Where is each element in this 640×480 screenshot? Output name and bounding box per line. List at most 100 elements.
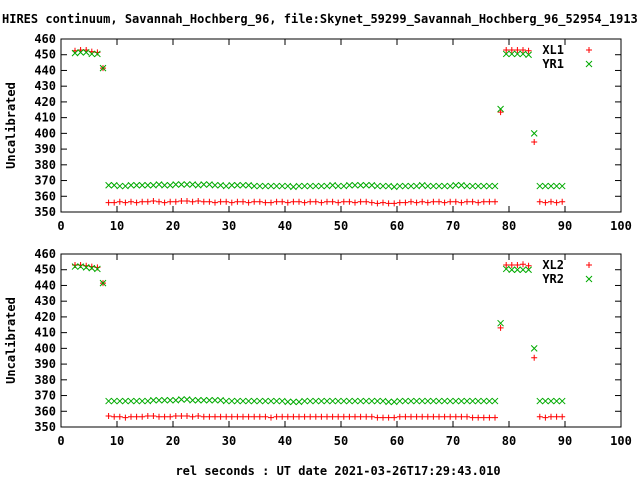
panel-2-xl2-point [335, 413, 342, 420]
panel-2-yr2-point [138, 397, 146, 405]
panel-2-xl2-point [492, 414, 498, 421]
panel-2-yr2-point [458, 397, 465, 405]
panel-1-yr1-point [105, 181, 112, 189]
panel-1-yr1-point [334, 182, 342, 190]
panel-2-yr2-point [374, 397, 381, 405]
panel-1-yr1-point [88, 50, 96, 58]
panel-2-xl2-point [503, 262, 510, 269]
panel-1-yr1-point [200, 181, 208, 188]
panel-1-xl1-point [251, 198, 258, 205]
panel-2-yr2-point [536, 397, 544, 405]
panel-1-y-tick-label: 450 [34, 48, 56, 62]
panel-1-yr1-point [228, 181, 236, 189]
panel-1-yr1-point [312, 182, 320, 190]
panel-2-xl2-point [413, 413, 420, 420]
panel-1-xl1-point [531, 139, 538, 146]
panel-2-yr2-point [357, 397, 364, 405]
panel-1-y-tick-label: 370 [34, 174, 56, 188]
panel-1-xl1-point [548, 198, 554, 205]
panel-2-yr2-point [486, 397, 493, 405]
panel-2-yr2-point [88, 264, 96, 272]
panel-2-yr2-point [396, 397, 404, 405]
panel-1-y-tick-label: 410 [34, 111, 56, 125]
panel-2-xl2-point [167, 413, 174, 420]
chart-title: HIRES continuum, Savannah_Hochberg_96, f… [2, 12, 640, 26]
panel-1-xl1-point [352, 199, 358, 206]
panel-2-yr2-point [166, 396, 174, 404]
panel-2-x-tick-label: 0 [57, 434, 64, 448]
panel-1-xl1-point [133, 199, 140, 206]
panel-1-yr1-point [446, 182, 454, 190]
panel-2-yr2-point [133, 397, 140, 405]
panel-1-yr1-point [474, 182, 482, 190]
panel-2-yr2-point [452, 397, 460, 405]
panel-1-xl1-point [475, 199, 482, 206]
panel-1-yr1-point [514, 50, 521, 58]
panel-1-yr1-point [390, 183, 398, 191]
panel-2-xl2-point [352, 413, 358, 420]
panel-2-yr2-point [127, 397, 135, 405]
panel-1-x-tick-label: 50 [334, 219, 348, 233]
panel-2-yr2-point [82, 264, 90, 271]
panel-2-yr2-point [351, 397, 359, 405]
panel-2-xl2-point [195, 412, 202, 419]
panel-1-yr1-point [413, 182, 420, 190]
x-axis-label: rel seconds : UT date 2021-03-26T17:29:4… [175, 464, 501, 478]
panel-2-xl2-point [206, 413, 213, 420]
panel-2-yr2-point [211, 396, 219, 404]
panel-2-yr2-point [99, 279, 107, 287]
panel-2-xl2-point [212, 413, 218, 420]
panel-2-xl2-point [161, 413, 168, 420]
panel-1-yr1-point [385, 182, 392, 190]
panel-2-yr2-point [525, 266, 532, 274]
panel-2-legend-marker [586, 262, 592, 268]
panel-2-xl2-point [290, 413, 297, 420]
panel-2-xl2-point [548, 413, 554, 420]
panel-1-xl1-point [150, 197, 157, 204]
panel-2-xl2-point [419, 413, 426, 420]
panel-1-yr1-point [256, 182, 264, 190]
panel-2-legend-label: XL2 [542, 258, 564, 272]
panel-2-yr2-point [424, 397, 432, 405]
panel-1-yr1-point [374, 182, 381, 190]
panel-1-yr1-point [206, 181, 213, 188]
panel-2-xl2-point [469, 414, 476, 421]
panel-2-xl2-point [357, 413, 364, 420]
panel-2-y-tick-label: 400 [34, 341, 56, 355]
panel-1-yr1-point [430, 182, 437, 190]
panel-1-yr1-point [262, 182, 269, 190]
panel-1-xl1-point [167, 198, 174, 205]
panel-2-x-tick-label: 80 [502, 434, 516, 448]
panel-1-yr1-point [273, 182, 280, 190]
panel-2-yr2-point [267, 397, 275, 405]
panel-1-y-tick-label: 380 [34, 158, 56, 172]
panel-2-yr2-point [312, 397, 320, 405]
panel-2-yr2-point [178, 396, 185, 403]
panel-1-yr1-point [323, 182, 331, 190]
panel-1-legend-marker [586, 47, 592, 53]
panel-1-xl1-point [430, 198, 437, 205]
panel-2-xl2-point [268, 414, 274, 421]
panel-2-yr2-point [407, 397, 415, 405]
panel-2-yr2-point [547, 397, 555, 405]
panel-2-yr2-point [558, 397, 566, 405]
panel-2-xl2-point [262, 413, 269, 420]
panel-2-yr2-point [189, 396, 196, 404]
panel-2-y-tick-label: 370 [34, 389, 56, 403]
panel-2-xl2-point [324, 413, 330, 420]
panel-2-xl2-point [150, 412, 157, 419]
panel-2-y-tick-label: 410 [34, 326, 56, 340]
panel-2-x-tick-label: 50 [334, 434, 348, 448]
panel-1-y-tick-label: 440 [34, 63, 56, 77]
panel-1-y-tick-label: 390 [34, 142, 56, 156]
panel-2-yr2-point [334, 397, 342, 405]
panel-1-xl1-point [402, 199, 409, 206]
panel-1-yr1-point [189, 181, 196, 188]
panel-1-xl1-point [122, 199, 129, 206]
panel-2-xl2-point [307, 413, 314, 420]
panel-1-yr1-point [278, 182, 286, 190]
panel-2-yr2-point [222, 397, 230, 405]
panel-2-yr2-point [94, 265, 101, 273]
panel-1-yr1-point [82, 49, 90, 56]
panel-1-yr1-point [530, 130, 538, 137]
